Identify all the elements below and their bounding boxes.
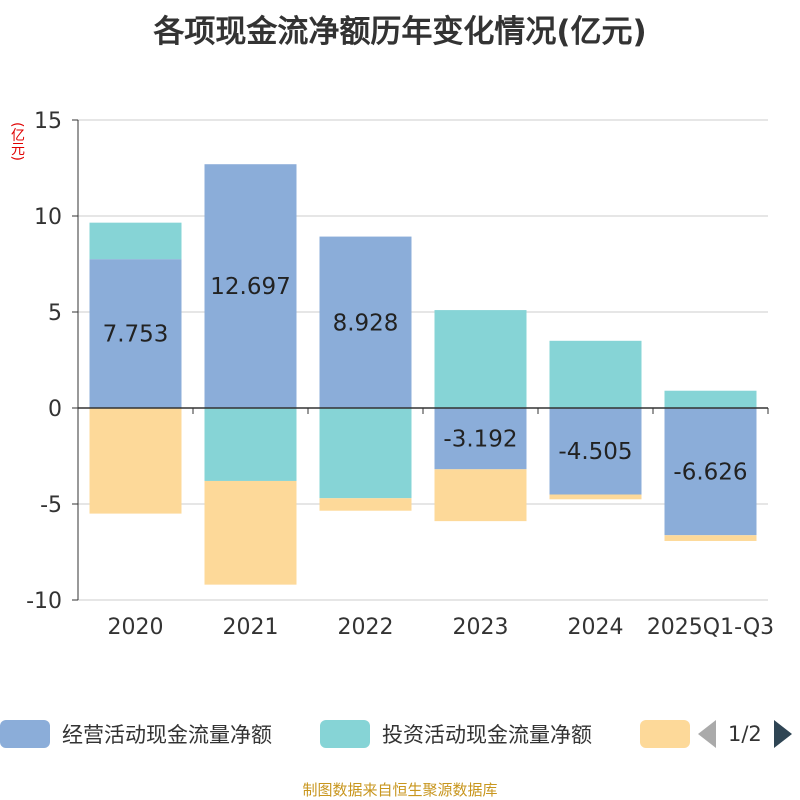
y-tick-label: -5 — [40, 493, 62, 518]
bar-segment-investing — [89, 222, 182, 260]
y-tick-label: 15 — [34, 109, 62, 134]
x-tick-label: 2020 — [108, 615, 164, 640]
chart-title: 各项现金流净额历年变化情况(亿元) — [153, 14, 647, 50]
pager-next-icon[interactable] — [773, 720, 792, 748]
bar-segment-operating — [664, 408, 757, 536]
legend-label-investing: 投资活动现金流量净额 — [382, 723, 592, 747]
x-tick-label: 2021 — [223, 615, 279, 640]
bar-segment-operating — [549, 408, 642, 495]
bar-segment-operating — [319, 236, 412, 408]
bar-segment-financing — [549, 494, 642, 500]
legend-item-investing[interactable]: 投资活动现金流量净额 — [320, 716, 592, 752]
bar-segment-financing — [664, 535, 757, 541]
bar-segment-investing — [549, 340, 642, 408]
legend-pager: 1/2 — [698, 716, 792, 752]
bar-data-label: -3.192 — [443, 427, 517, 453]
bar-segment-financing — [319, 498, 412, 511]
bar-segment-investing — [434, 310, 527, 408]
legend-item-operating[interactable]: 经营活动现金流量净额 — [0, 716, 272, 752]
x-tick-label: 2024 — [568, 615, 624, 640]
legend-item-financing[interactable] — [640, 716, 690, 752]
y-tick-label: -10 — [26, 589, 62, 614]
y-tick-label: 5 — [48, 301, 62, 326]
bar-segment-operating — [89, 259, 182, 408]
bar-segment-investing — [319, 408, 412, 499]
bar-segment-financing — [434, 469, 527, 522]
bar-data-label: 7.753 — [103, 322, 169, 348]
bar-data-label: -4.505 — [558, 439, 632, 465]
bar-segment-financing — [89, 408, 182, 514]
x-tick-label: 2025Q1-Q3 — [647, 615, 774, 640]
legend: 经营活动现金流量净额 投资活动现金流量净额 — [0, 716, 800, 756]
legend-swatch-investing — [320, 720, 370, 748]
y-axis-unit: (亿元) — [9, 122, 25, 161]
data-source-note: 制图数据来自恒生聚源数据库 — [302, 781, 498, 799]
pager-prev-icon[interactable] — [698, 720, 716, 748]
x-tick-label: 2023 — [453, 615, 509, 640]
bar-segment-investing — [664, 390, 757, 408]
bar-data-label: 8.928 — [333, 310, 399, 336]
bar-segment-operating — [204, 164, 297, 408]
chart-plot: 15 10 5 0 -5 -10 2020 2021 2022 2023 2024 2025Q1-Q3… — [26, 109, 774, 640]
pager-page-text: 1/2 — [728, 722, 762, 746]
x-tick-label: 2022 — [338, 615, 394, 640]
bar-segment-financing — [204, 480, 297, 585]
y-tick-label: 0 — [48, 397, 62, 422]
legend-swatch-financing — [640, 720, 690, 748]
legend-swatch-operating — [0, 720, 50, 748]
legend-label-operating: 经营活动现金流量净额 — [62, 723, 272, 747]
bar-data-label: 12.697 — [210, 274, 290, 300]
bar-data-label: -6.626 — [673, 460, 747, 486]
bar-segment-investing — [204, 408, 297, 481]
bar-segment-operating — [434, 408, 527, 470]
y-tick-label: 10 — [34, 205, 62, 230]
